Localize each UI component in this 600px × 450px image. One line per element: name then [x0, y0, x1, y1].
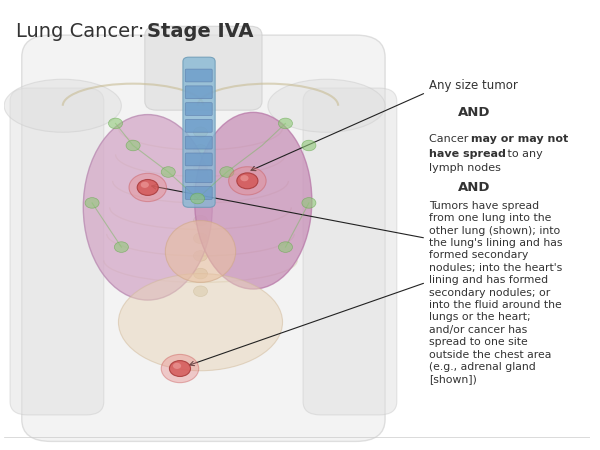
Text: Cancer: Cancer: [429, 135, 472, 144]
FancyBboxPatch shape: [185, 153, 212, 166]
FancyBboxPatch shape: [303, 88, 397, 415]
Circle shape: [229, 166, 266, 195]
Circle shape: [193, 180, 208, 190]
Text: Any size tumor: Any size tumor: [429, 79, 518, 92]
Circle shape: [169, 360, 191, 377]
Ellipse shape: [166, 220, 236, 283]
Circle shape: [193, 251, 208, 261]
FancyBboxPatch shape: [185, 86, 212, 99]
Circle shape: [193, 268, 208, 279]
Text: may or may not: may or may not: [471, 135, 568, 144]
Circle shape: [161, 166, 175, 177]
Circle shape: [85, 198, 99, 208]
Circle shape: [278, 118, 292, 129]
Text: Tumors have spread
from one lung into the
other lung (shown); into
the lung's li: Tumors have spread from one lung into th…: [429, 201, 563, 384]
FancyBboxPatch shape: [185, 119, 212, 132]
Circle shape: [241, 175, 248, 181]
Circle shape: [115, 242, 128, 252]
Ellipse shape: [118, 274, 283, 371]
Circle shape: [220, 166, 234, 177]
Circle shape: [173, 363, 181, 369]
FancyBboxPatch shape: [145, 26, 262, 110]
FancyBboxPatch shape: [185, 69, 212, 82]
Circle shape: [161, 355, 199, 382]
Circle shape: [193, 127, 208, 138]
Circle shape: [193, 144, 208, 155]
Text: have spread: have spread: [429, 148, 506, 158]
Circle shape: [193, 233, 208, 243]
FancyBboxPatch shape: [10, 88, 104, 415]
FancyBboxPatch shape: [185, 187, 212, 199]
Circle shape: [193, 198, 208, 208]
Text: Lung Cancer:: Lung Cancer:: [16, 22, 151, 41]
Circle shape: [302, 140, 316, 151]
Circle shape: [109, 118, 122, 129]
Circle shape: [191, 193, 205, 204]
Circle shape: [237, 173, 258, 189]
FancyBboxPatch shape: [183, 57, 215, 207]
Ellipse shape: [4, 79, 121, 132]
FancyBboxPatch shape: [22, 35, 385, 441]
Ellipse shape: [268, 79, 385, 132]
Circle shape: [193, 215, 208, 226]
Ellipse shape: [194, 112, 312, 289]
FancyBboxPatch shape: [185, 103, 212, 116]
Ellipse shape: [83, 115, 212, 300]
Text: AND: AND: [458, 106, 491, 119]
Text: Stage IVA: Stage IVA: [148, 22, 254, 41]
Circle shape: [126, 140, 140, 151]
Text: AND: AND: [458, 181, 491, 194]
Text: lymph nodes: lymph nodes: [429, 163, 501, 173]
Circle shape: [137, 180, 158, 195]
FancyBboxPatch shape: [185, 136, 212, 149]
Circle shape: [302, 198, 316, 208]
Text: to any: to any: [504, 148, 543, 158]
FancyBboxPatch shape: [185, 170, 212, 183]
Circle shape: [193, 286, 208, 297]
Circle shape: [193, 162, 208, 173]
Circle shape: [278, 242, 292, 252]
Circle shape: [141, 182, 149, 188]
Circle shape: [129, 173, 167, 202]
